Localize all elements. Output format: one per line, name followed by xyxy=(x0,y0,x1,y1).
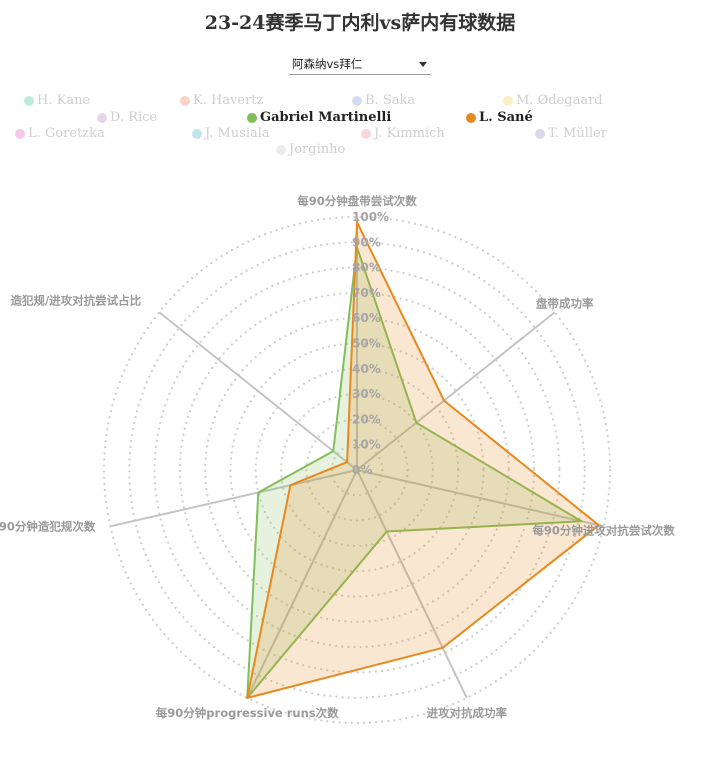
legend-item[interactable]: L. Sané xyxy=(466,110,533,125)
series-area[interactable] xyxy=(246,246,583,699)
legend-item[interactable]: J. Kimmich xyxy=(361,126,445,141)
legend-label: T. Müller xyxy=(548,126,607,141)
match-select[interactable]: 阿森纳vs拜仁 xyxy=(289,54,431,75)
grid-ring xyxy=(330,443,384,497)
legend-item[interactable]: H. Kane xyxy=(24,93,90,108)
grid-ring xyxy=(153,266,561,674)
legend-item[interactable]: J. Musiala xyxy=(192,126,270,141)
legend-dot-icon xyxy=(352,95,362,106)
match-select-value: 阿森纳vs拜仁 xyxy=(292,57,363,71)
chart-title: 23-24赛季马丁内利vs萨内有球数据 xyxy=(204,12,516,34)
legend-item[interactable]: B. Saka xyxy=(352,93,415,108)
legend-item[interactable]: M. Ødegaard xyxy=(503,93,603,108)
series-area[interactable] xyxy=(246,221,600,699)
axis-line xyxy=(356,311,556,471)
axis-label: 每90分钟盘带尝试次数 xyxy=(297,194,417,208)
legend-label: H. Kane xyxy=(37,93,91,108)
chevron-down-icon xyxy=(419,62,427,67)
radar-series xyxy=(246,221,600,699)
legend-dot-icon xyxy=(276,144,286,155)
legend-label: D. Rice xyxy=(110,110,158,125)
legend-dot-icon xyxy=(503,95,513,106)
radar-ticks: 0% 10% 20% 30% 40% 50% 60% 70% 80% 90% 100% xyxy=(352,210,389,477)
tick-label: 20% xyxy=(352,412,381,426)
axis-line xyxy=(246,469,358,699)
legend-item[interactable]: Gabriel Martinelli xyxy=(247,110,391,125)
tick-label: 80% xyxy=(352,261,381,275)
axis-label: 进攻对抗成功率 xyxy=(427,706,508,720)
legend-label: Jorginho xyxy=(289,142,346,157)
tick-label: 50% xyxy=(352,337,381,351)
legend-label: M. Ødegaard xyxy=(516,93,603,108)
legend-label: B. Saka xyxy=(365,93,416,108)
tick-label: 30% xyxy=(352,387,381,401)
grid-ring xyxy=(280,393,435,548)
legend-label: J. Musiala xyxy=(205,126,270,141)
axis-line xyxy=(356,469,468,699)
axis-line xyxy=(356,469,604,528)
tick-label: 0% xyxy=(352,463,372,477)
legend-label: L. Goretzka xyxy=(28,126,105,141)
tick-label: 10% xyxy=(352,438,381,452)
legend-item[interactable]: T. Müller xyxy=(535,126,607,141)
legend-item[interactable]: Jorginho xyxy=(276,142,345,157)
grid-ring xyxy=(102,215,612,725)
legend-dot-icon xyxy=(15,128,25,139)
legend-label: K. Havertz xyxy=(193,93,264,108)
tick-label: 100% xyxy=(352,210,389,224)
legend-label: L. Sané xyxy=(479,110,533,125)
tick-label: 40% xyxy=(352,362,381,376)
legend-label: Gabriel Martinelli xyxy=(260,110,392,125)
legend-item[interactable]: L. Goretzka xyxy=(15,126,105,141)
legend-label: J. Kimmich xyxy=(374,126,445,141)
axis-line xyxy=(110,469,358,528)
axis-label: 盘带成功率 xyxy=(536,296,594,310)
legend-dot-icon xyxy=(180,95,190,106)
grid-ring xyxy=(178,291,536,649)
legend-item[interactable]: D. Rice xyxy=(97,110,157,125)
legend: H. Kane K. Havertz B. Saka M. Ødegaard D. Ri… xyxy=(0,0,720,160)
axis-label: 每90分钟progressive runs次数 xyxy=(156,706,339,720)
grid-ring xyxy=(229,342,485,598)
legend-dot-icon xyxy=(466,112,476,123)
legend-dot-icon xyxy=(192,128,202,139)
legend-dot-icon xyxy=(535,128,545,139)
tick-label: 60% xyxy=(352,311,381,325)
axis-label: 每90分钟进攻对抗尝试次数 xyxy=(532,523,675,537)
tick-label: 90% xyxy=(352,235,381,249)
radar-axes xyxy=(110,217,604,699)
legend-dot-icon xyxy=(24,95,34,106)
grid-ring xyxy=(204,317,510,623)
axis-label: 造犯规/进攻对抗尝试占比 xyxy=(10,293,141,307)
axis-label: 每90分钟造犯规次数 xyxy=(0,519,96,533)
axis-line xyxy=(158,311,358,471)
legend-dot-icon xyxy=(361,128,371,139)
legend-dot-icon xyxy=(247,112,257,123)
legend-item[interactable]: K. Havertz xyxy=(180,93,263,108)
legend-dot-icon xyxy=(97,112,107,123)
tick-label: 70% xyxy=(352,286,381,300)
radar-grid xyxy=(102,215,612,725)
